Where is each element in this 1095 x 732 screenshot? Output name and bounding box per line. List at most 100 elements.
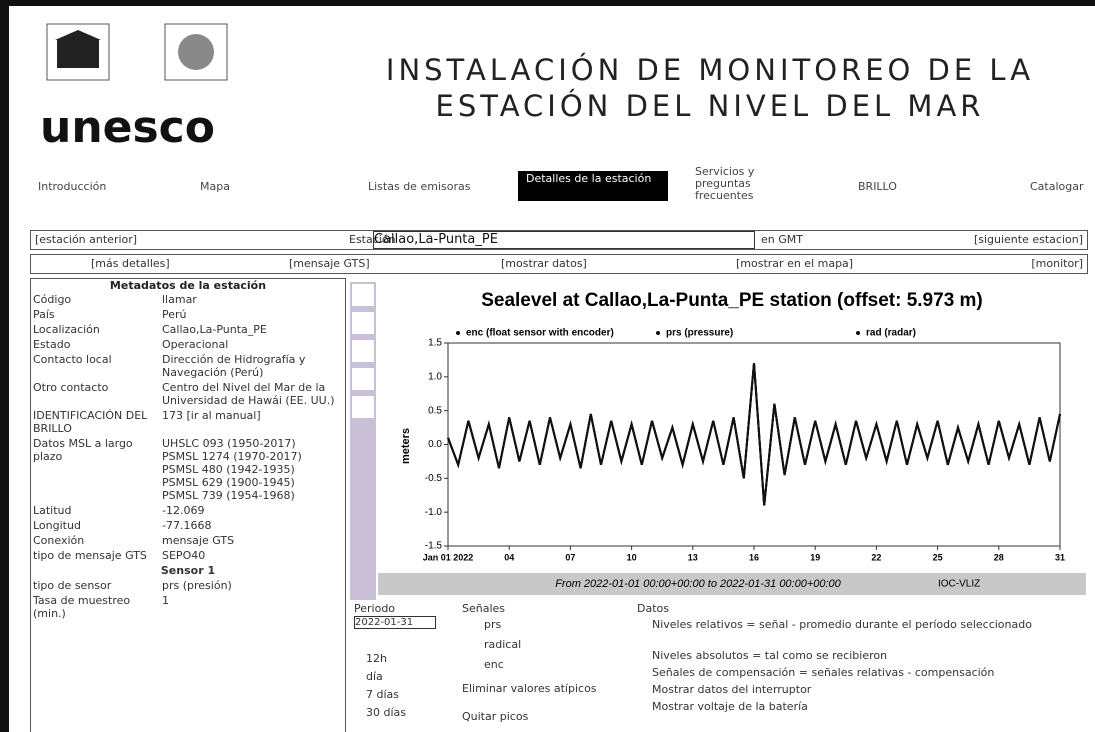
legend-marker — [856, 331, 860, 335]
radio[interactable]: Mostrar voltaje de la batería — [652, 700, 808, 713]
y-tick-label: -1.5 — [425, 541, 443, 552]
meta-row: Datos MSL a largo plazo UHSLC 093 (1950-2… — [31, 436, 345, 503]
meta-key: Localización — [33, 323, 100, 336]
checkbox[interactable]: enc — [484, 658, 504, 671]
tool-button[interactable] — [352, 396, 374, 418]
nav-item[interactable]: Listas de emisoras — [368, 180, 471, 193]
nav-item[interactable]: Mapa — [200, 180, 230, 193]
y-axis-label: meters — [400, 428, 412, 464]
checkbox[interactable]: Quitar picos — [462, 710, 529, 723]
tool-button[interactable] — [352, 312, 374, 334]
meta-value: 1 — [162, 594, 169, 607]
nav-item[interactable]: Servicios y preguntas frecuentes — [695, 165, 755, 202]
meta-key: Datos MSL a largo plazo — [33, 437, 133, 463]
nav-item[interactable]: Introducción — [38, 180, 107, 193]
x-tick-label: 04 — [504, 552, 514, 562]
checkbox[interactable]: prs — [484, 618, 502, 631]
chart-credit: IOC-VLIZ — [938, 579, 980, 590]
meta-row: Otro contacto Centro del Nivel del Mar de… — [31, 380, 345, 408]
x-tick-label: 25 — [933, 552, 943, 562]
meta-key: País — [33, 308, 55, 321]
tool-button[interactable] — [352, 340, 374, 362]
link[interactable]: [más detalles] — [91, 257, 170, 270]
footer-band — [378, 573, 1086, 595]
chart: Sealevel at Callao,La-Punta_PE station (… — [378, 290, 1086, 595]
meta-value: -77.1668 — [162, 519, 212, 532]
meta-row: tipo de sensor prs (presión) — [31, 578, 345, 593]
meta-key: IDENTIFICACIÓN DEL BRILLO — [33, 409, 148, 435]
series-line — [447, 363, 1061, 506]
meta-key: tipo de sensor — [33, 579, 112, 592]
label: Datos — [637, 602, 669, 615]
prev-link[interactable]: [estación anterior] — [35, 233, 138, 246]
meta-key: tipo de mensaje GTS — [33, 549, 147, 562]
next-link[interactable]: [siguiente estacion] — [973, 233, 1083, 246]
y-tick-label: -1.0 — [425, 507, 443, 518]
meta-key: Otro contacto — [33, 381, 109, 394]
meta-value: llamar — [162, 293, 197, 306]
metadata-table: Código llamar País Perú Localización Callao,L… — [31, 292, 345, 621]
meta-row: Estado Operacional — [31, 337, 345, 352]
link[interactable]: [monitor] — [1031, 257, 1083, 270]
meta-value: Perú — [162, 308, 187, 321]
meta-value: -12.069 — [162, 504, 205, 517]
date-input[interactable]: 2022-01-31 — [354, 616, 436, 629]
meta-row: IDENTIFICACIÓN DEL BRILLO 173 [ir al manu… — [31, 408, 345, 436]
meta-value: mensaje GTS — [162, 534, 235, 547]
nav-item[interactable]: BRILLO — [858, 180, 897, 193]
radio[interactable]: 7 días — [366, 688, 400, 701]
radio[interactable]: Niveles absolutos = tal como se recibier… — [652, 649, 888, 662]
link[interactable]: [mensaje GTS] — [289, 257, 370, 270]
x-tick-label: 13 — [688, 552, 698, 562]
nav-item[interactable]: Catalogar — [1030, 180, 1084, 193]
meta-value: Operacional — [162, 338, 229, 351]
title-line: INSTALACIÓN DE MONITOREO DE LA — [385, 53, 1035, 87]
legend-marker — [656, 331, 660, 335]
tool-button[interactable] — [352, 284, 374, 306]
y-tick-label: -0.5 — [425, 473, 443, 484]
metadata-panel: Metadatos de la estación Código llamar Paí… — [30, 278, 346, 732]
link[interactable]: [mostrar en el mapa] — [736, 257, 854, 270]
radio[interactable]: Mostrar datos del interruptor — [652, 683, 812, 696]
meta-key: Longitud — [33, 519, 81, 532]
radio[interactable]: Niveles relativos = señal - promedio dur… — [652, 618, 1032, 631]
panel-heading: Metadatos de la estación — [109, 279, 267, 292]
meta-key: Conexión — [33, 534, 85, 547]
link[interactable]: [mostrar datos] — [501, 257, 587, 270]
nav-item-active[interactable]: Detalles de la estación — [518, 171, 668, 201]
meta-value: Dirección de Hidrografía y Navegación (P… — [162, 353, 306, 379]
legend-label: enc (float sensor with encoder) — [466, 328, 614, 339]
meta-key: Estado — [33, 338, 71, 351]
radio[interactable]: 30 días — [366, 706, 407, 719]
y-tick-label: 1.0 — [428, 371, 442, 382]
tool-button[interactable] — [352, 368, 374, 390]
y-tick-label: 0.5 — [428, 405, 442, 416]
legend-label: prs (pressure) — [666, 328, 733, 339]
radio[interactable]: 12h — [366, 652, 387, 665]
title-line: ESTACIÓN DEL NIVEL DEL MAR — [435, 89, 985, 123]
meta-row: Latitud -12.069 — [31, 503, 345, 518]
meta-key: Tasa de muestreo (min.) — [33, 594, 131, 620]
checkbox[interactable]: radical — [484, 638, 522, 651]
logo-text: unesco — [40, 102, 215, 153]
meta-value: Callao,La-Punta_PE — [162, 323, 267, 336]
meta-row: Código llamar — [31, 292, 345, 307]
legend-marker — [456, 331, 460, 335]
meta-value: prs (presión) — [162, 579, 232, 592]
x-tick-label: 10 — [627, 552, 637, 562]
x-tick-label: 31 — [1055, 552, 1065, 562]
meta-row: País Perú — [31, 307, 345, 322]
toolbar — [350, 282, 376, 600]
station-select[interactable]: Callao,La-Punta_PE — [373, 231, 755, 249]
radio[interactable]: día — [366, 670, 383, 683]
meta-key: Contacto local — [33, 353, 112, 366]
station-label: Estación — [349, 233, 396, 246]
meta-row: Sensor 1 — [31, 563, 345, 578]
label: Periodo — [354, 602, 396, 615]
x-tick-label: 22 — [871, 552, 881, 562]
checkbox[interactable]: Eliminar valores atípicos — [462, 682, 597, 695]
radio[interactable]: Señales de compensación = señales relati… — [652, 666, 995, 679]
sensor-heading: Sensor 1 — [160, 564, 216, 577]
site-title: INSTALACIÓN DE MONITOREO DE LA ESTACIÓN D… — [330, 52, 1090, 124]
